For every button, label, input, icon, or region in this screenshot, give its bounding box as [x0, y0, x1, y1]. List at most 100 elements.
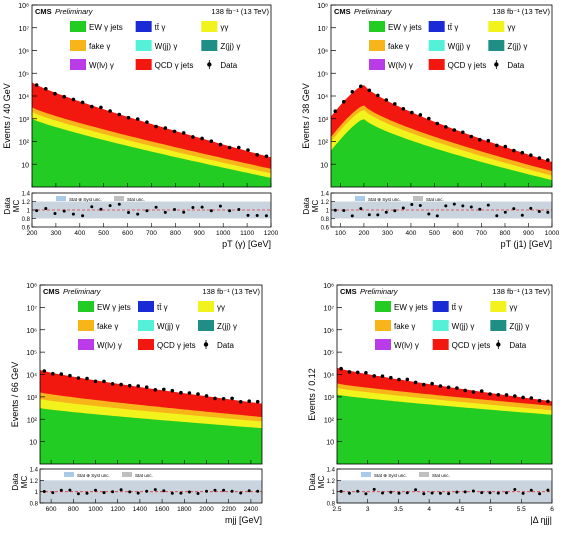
ratio-legend-stat-syst: Stat ⊕ Syst unc.	[77, 473, 110, 478]
data-point	[246, 148, 250, 152]
data-point	[461, 130, 465, 135]
legend-swatch-qcd	[432, 339, 449, 350]
legend-label-ttg: tt̄ γ	[448, 23, 459, 32]
data-point	[512, 148, 516, 153]
chart-panel-4: 10 10² 10³ 10⁴ 10⁵ 10⁶ 10⁷ 10⁸ CMS Preliminary 138…	[307, 283, 554, 525]
data-point	[68, 373, 72, 378]
cms-label: CMS	[340, 287, 357, 296]
x-tick-label: 3.5	[394, 506, 403, 513]
ratio-point	[154, 205, 158, 209]
legend-swatch-wjj	[138, 320, 154, 331]
ratio-point	[376, 213, 380, 217]
legend-label-ew: EW γ jets	[394, 303, 428, 312]
y-axis-title: Events / 40 GeV	[2, 83, 12, 149]
x-tick-label: 1200	[264, 230, 279, 237]
x-tick-label: 800	[68, 506, 79, 513]
ratio-point	[182, 210, 186, 214]
preliminary-label: Preliminary	[354, 7, 393, 16]
ratio-frame	[39, 468, 263, 504]
ratio-y-tick-label: 1	[27, 209, 31, 215]
ratio-point	[401, 206, 405, 210]
legend-label-zjj: Z(jj) γ	[509, 322, 529, 331]
ratio-point	[136, 212, 140, 216]
data-point	[93, 379, 98, 384]
legend-label-zjj: Z(jj) γ	[217, 322, 237, 331]
ratio-frame	[336, 468, 553, 504]
legend-label-wlnu: W(lν) γ	[388, 61, 413, 70]
data-point	[452, 128, 457, 132]
data-point	[435, 121, 440, 126]
x-tick-label: 200	[358, 230, 369, 237]
cms-label: CMS	[35, 7, 52, 16]
y-tick-label: 10⁵	[323, 350, 334, 357]
data-point	[347, 370, 352, 374]
legend-swatch-wjj	[428, 40, 445, 51]
data-point	[145, 120, 149, 124]
x-tick-label: 600	[46, 506, 57, 513]
y-axis-title: Events / 0.12	[307, 368, 317, 421]
data-point	[218, 142, 223, 147]
ratio-point	[356, 489, 360, 493]
data-point	[213, 396, 217, 401]
ratio-point	[117, 202, 121, 206]
legend-swatch-fake	[70, 40, 86, 51]
x-tick-label: 3	[366, 506, 370, 513]
y-tick-label: 10²	[324, 417, 335, 424]
x-tick-label: 2000	[199, 506, 214, 513]
x-tick-label: 1800	[177, 506, 192, 513]
legend-label-gg: γγ	[217, 303, 225, 312]
data-point	[537, 398, 542, 403]
y-tick-label: 10	[21, 162, 29, 169]
x-tick-label: 4.5	[455, 506, 464, 513]
ratio-point	[372, 487, 376, 491]
ratio-legend-stat: Stat unc.	[426, 197, 444, 202]
legend-swatch-fake	[375, 320, 391, 331]
x-tick-label: 300	[50, 230, 61, 237]
legend-swatch-wlnu	[369, 59, 385, 70]
ratio-point	[339, 489, 343, 493]
legend-label-zjj: Z(jj) γ	[220, 42, 240, 51]
ratio-y-tick-label: 1.4	[22, 192, 31, 198]
data-point	[546, 158, 550, 162]
x-tick-label: 300	[382, 230, 393, 237]
data-point	[469, 134, 474, 139]
legend-label-data: Data	[507, 61, 524, 70]
x-tick-label: 1100	[240, 230, 254, 237]
legend-swatch-wlnu	[70, 59, 86, 70]
ratio-point	[455, 490, 459, 494]
y-tick-label: 10⁴	[317, 94, 328, 101]
ratio-point	[513, 488, 517, 491]
y-tick-label: 10⁴	[26, 373, 37, 380]
ratio-point	[444, 204, 448, 208]
legend-label-gg: γγ	[220, 23, 228, 32]
x-tick-label: 500	[429, 230, 440, 237]
x-tick-label: 1000	[545, 230, 560, 237]
ratio-point	[35, 209, 39, 213]
cms-label: CMS	[43, 287, 60, 296]
x-tick-label: 900	[523, 230, 534, 237]
data-point	[62, 94, 66, 99]
legend-label-wlnu: W(lν) γ	[89, 61, 114, 70]
y-tick-label: 10⁶	[317, 49, 328, 56]
ratio-legend-swatch-stat	[122, 472, 132, 477]
ratio-point	[496, 491, 500, 495]
ratio-legend-stat-syst: Stat ⊕ Syst unc.	[69, 197, 102, 202]
ratio-y-tick-label: 1.2	[321, 200, 330, 206]
legend-label-qcd: QCD γ jets	[448, 61, 487, 70]
data-point	[172, 129, 177, 134]
data-point	[230, 396, 234, 401]
y-tick-label: 10⁴	[323, 373, 334, 380]
legend-label-fake: fake γ	[97, 322, 118, 331]
ratio-point	[503, 210, 507, 214]
ratio-point	[471, 489, 475, 493]
ratio-point	[163, 210, 167, 214]
data-point	[355, 370, 360, 375]
x-tick-label: 2400	[244, 506, 259, 513]
ratio-point	[452, 202, 456, 206]
ratio-y-tick-label: 1	[35, 490, 39, 496]
x-axis-title: mjj [GeV]	[225, 515, 262, 525]
legend-label-ttg: tt̄ γ	[452, 303, 463, 312]
x-tick-label: 500	[98, 230, 109, 237]
y-tick-label: 10²	[19, 140, 30, 147]
y-tick-label: 10⁶	[26, 328, 37, 335]
